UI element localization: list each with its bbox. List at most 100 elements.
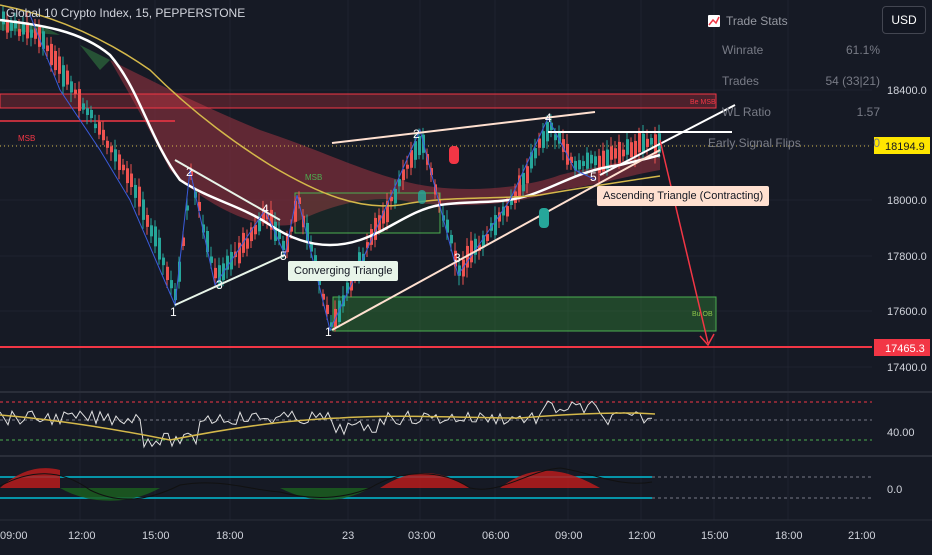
target-price-tag: 17465.3	[885, 343, 925, 355]
candle	[42, 31, 45, 49]
candle	[82, 103, 85, 110]
candle	[474, 238, 477, 255]
candle	[482, 235, 485, 248]
bull-ob-label: Bu OB	[692, 311, 713, 318]
candle	[594, 156, 597, 166]
bear-order-block	[0, 93, 717, 109]
time-tick: 12:00	[628, 530, 656, 542]
candle	[170, 280, 173, 289]
candle	[310, 243, 313, 252]
candle	[54, 50, 57, 71]
symbol-title[interactable]: Global 10 Crypto Index, 15, PEPPERSTONE	[6, 6, 246, 20]
candle	[258, 216, 261, 232]
price-tick: 17400.0	[887, 362, 927, 374]
candle	[102, 129, 105, 141]
candle	[198, 201, 201, 211]
candle	[214, 267, 217, 279]
candle	[70, 81, 73, 93]
candle	[598, 155, 601, 173]
candle	[570, 156, 573, 164]
candle	[98, 121, 101, 135]
bull-order-block	[332, 296, 717, 332]
stat-label: Trades	[722, 74, 759, 88]
candle	[430, 168, 433, 176]
wave-label: 1	[325, 325, 332, 339]
candle	[146, 214, 149, 227]
time-tick: 18:00	[216, 530, 244, 542]
candle	[446, 219, 449, 233]
wave-labels: 1 2 3 4 5 1 2 3 4 5	[170, 111, 597, 339]
candle	[470, 240, 473, 263]
candle	[638, 132, 641, 153]
candle	[38, 26, 41, 47]
candle	[158, 237, 161, 260]
candle	[498, 212, 501, 222]
rsi-axis-tick: 40.00	[887, 427, 915, 439]
trade-stats-title: Trade Stats	[726, 14, 788, 28]
rsi-line	[0, 400, 653, 449]
time-axis[interactable]: 09:00 12:00 15:00 18:00 23 03:00 06:00 0…	[0, 530, 876, 542]
msb-label-mid: MSB	[305, 173, 322, 182]
buy-signal-marker-2	[418, 190, 426, 204]
candle	[150, 225, 153, 237]
candle	[534, 148, 537, 159]
stat-row-wl-ratio: WL Ratio 1.57	[708, 100, 880, 131]
candle	[402, 169, 405, 181]
candle	[654, 134, 657, 154]
current-price-tag-bg	[874, 137, 930, 154]
candle	[626, 139, 629, 155]
candle	[154, 226, 157, 247]
candle	[398, 179, 401, 187]
candle	[126, 168, 129, 184]
candle	[418, 136, 421, 156]
candle	[306, 222, 309, 243]
stat-label: Winrate	[722, 43, 764, 57]
macd-red-fill	[0, 468, 600, 488]
current-price-tag: 18194.9	[885, 141, 925, 153]
candle	[634, 140, 637, 158]
candle	[382, 210, 385, 224]
candle	[530, 152, 533, 169]
candle	[50, 43, 53, 66]
candle	[118, 154, 121, 170]
candle	[502, 206, 505, 216]
candle	[62, 65, 65, 87]
candle	[294, 200, 297, 222]
currency-button[interactable]: USD	[882, 6, 926, 34]
price-axis-bg[interactable]	[872, 0, 932, 520]
candle	[270, 209, 273, 230]
time-tick: 23	[342, 530, 354, 542]
time-tick: 09:00	[555, 530, 583, 542]
time-tick: 12:00	[68, 530, 96, 542]
candle	[58, 56, 61, 74]
candle	[290, 226, 293, 232]
wave-label: 3	[216, 278, 223, 292]
candle	[550, 122, 553, 130]
candle	[462, 259, 465, 277]
candle	[218, 265, 221, 284]
candle	[46, 45, 49, 52]
candle	[386, 201, 389, 223]
candle	[110, 146, 113, 153]
candle	[246, 238, 249, 249]
trade-stats-header: Trade Stats	[708, 14, 880, 28]
wave-label: 5	[280, 249, 287, 263]
candle	[250, 227, 253, 242]
white-trend-ext	[599, 104, 736, 176]
candle	[486, 234, 489, 241]
candle	[318, 277, 321, 286]
candle	[646, 138, 649, 147]
candle	[554, 134, 557, 141]
candle	[370, 229, 373, 245]
wave-label: 4	[545, 111, 552, 125]
candle	[566, 143, 569, 165]
candle	[546, 121, 549, 142]
candle	[122, 164, 125, 171]
candle	[106, 140, 109, 148]
rsi-signal-line	[0, 412, 656, 441]
candle	[366, 242, 369, 248]
candle	[602, 150, 605, 172]
candle	[66, 70, 69, 85]
